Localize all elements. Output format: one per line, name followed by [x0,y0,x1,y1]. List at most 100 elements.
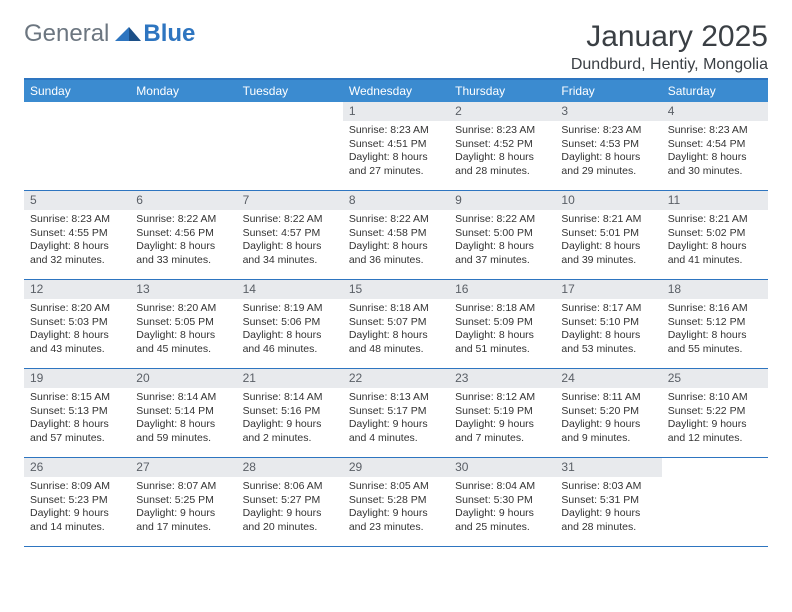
sunset-text: Sunset: 5:01 PM [561,227,655,240]
sunrise-text: Sunrise: 8:03 AM [561,480,655,493]
day-header: Tuesday [237,80,343,102]
daylight-text: and 28 minutes. [561,521,655,534]
sunrise-text: Sunrise: 8:14 AM [136,391,230,404]
week-row: 12Sunrise: 8:20 AMSunset: 5:03 PMDayligh… [24,280,768,369]
sunrise-text: Sunrise: 8:23 AM [455,124,549,137]
sunset-text: Sunset: 5:31 PM [561,494,655,507]
sunrise-text: Sunrise: 8:04 AM [455,480,549,493]
daylight-text: and 46 minutes. [243,343,337,356]
daylight-text: Daylight: 9 hours [668,418,762,431]
sunset-text: Sunset: 5:03 PM [30,316,124,329]
sunrise-text: Sunrise: 8:12 AM [455,391,549,404]
day-detail: Sunrise: 8:22 AMSunset: 4:57 PMDaylight:… [237,210,343,273]
daylight-text: and 33 minutes. [136,254,230,267]
day-detail: Sunrise: 8:06 AMSunset: 5:27 PMDaylight:… [237,477,343,540]
day-cell: 27Sunrise: 8:07 AMSunset: 5:25 PMDayligh… [130,458,236,546]
day-cell: 9Sunrise: 8:22 AMSunset: 5:00 PMDaylight… [449,191,555,279]
day-cell: 2Sunrise: 8:23 AMSunset: 4:52 PMDaylight… [449,102,555,190]
sunrise-text: Sunrise: 8:22 AM [349,213,443,226]
day-cell: 30 Sunrise: 8:04 AMSunset: 5:30 PMDayligh… [449,458,555,546]
day-number: 8 [343,191,449,210]
day-cell: 29Sunrise: 8:05 AMSunset: 5:28 PMDayligh… [343,458,449,546]
day-detail: Sunrise: 8:23 AMSunset: 4:52 PMDaylight:… [449,121,555,184]
daylight-text: and 53 minutes. [561,343,655,356]
daylight-text: Daylight: 8 hours [349,240,443,253]
sunrise-text: Sunrise: 8:21 AM [561,213,655,226]
week-row: 19Sunrise: 8:15 AMSunset: 5:13 PMDayligh… [24,369,768,458]
day-number: 30 [449,458,555,477]
daylight-text: Daylight: 8 hours [561,329,655,342]
daylight-text: Daylight: 8 hours [30,329,124,342]
day-detail: Sunrise: 8:23 AMSunset: 4:51 PMDaylight:… [343,121,449,184]
daylight-text: and 37 minutes. [455,254,549,267]
daylight-text: and 32 minutes. [30,254,124,267]
week-row: 5Sunrise: 8:23 AMSunset: 4:55 PMDaylight… [24,191,768,280]
day-detail: Sunrise: 8:16 AMSunset: 5:12 PMDaylight:… [662,299,768,362]
day-detail: Sunrise: 8:19 AMSunset: 5:06 PMDaylight:… [237,299,343,362]
day-cell: 24Sunrise: 8:11 AMSunset: 5:20 PMDayligh… [555,369,661,457]
day-cell: 6Sunrise: 8:22 AMSunset: 4:56 PMDaylight… [130,191,236,279]
day-detail: Sunrise: 8:05 AMSunset: 5:28 PMDaylight:… [343,477,449,540]
sunrise-text: Sunrise: 8:22 AM [136,213,230,226]
day-detail: Sunrise: 8:22 AMSunset: 4:58 PMDaylight:… [343,210,449,273]
sunrise-text: Sunrise: 8:18 AM [349,302,443,315]
day-number: 7 [237,191,343,210]
daylight-text: and 48 minutes. [349,343,443,356]
day-header: Monday [130,80,236,102]
day-cell: 4Sunrise: 8:23 AMSunset: 4:54 PMDaylight… [662,102,768,190]
sunset-text: Sunset: 4:55 PM [30,227,124,240]
sunrise-text: Sunrise: 8:23 AM [349,124,443,137]
sunset-text: Sunset: 5:23 PM [30,494,124,507]
day-number: 9 [449,191,555,210]
day-cell: 23Sunrise: 8:12 AMSunset: 5:19 PMDayligh… [449,369,555,457]
daylight-text: and 27 minutes. [349,165,443,178]
day-detail: Sunrise: 8:03 AMSunset: 5:31 PMDaylight:… [555,477,661,540]
day-number: 3 [555,102,661,121]
sunrise-text: Sunrise: 8:10 AM [668,391,762,404]
daylight-text: Daylight: 8 hours [668,151,762,164]
location-label: Dundburd, Hentiy, Mongolia [571,56,768,74]
day-number: 13 [130,280,236,299]
daylight-text: and 20 minutes. [243,521,337,534]
day-number: 21 [237,369,343,388]
day-detail: Sunrise: 8:17 AMSunset: 5:10 PMDaylight:… [555,299,661,362]
day-number [237,102,343,106]
day-detail: Sunrise: 8:23 AMSunset: 4:54 PMDaylight:… [662,121,768,184]
daylight-text: Daylight: 8 hours [136,240,230,253]
day-number: 18 [662,280,768,299]
day-cell: 3Sunrise: 8:23 AMSunset: 4:53 PMDaylight… [555,102,661,190]
daylight-text: Daylight: 8 hours [668,240,762,253]
title-block: January 2025 Dundburd, Hentiy, Mongolia [571,20,768,74]
daylight-text: Daylight: 8 hours [455,240,549,253]
week-row: 26Sunrise: 8:09 AMSunset: 5:23 PMDayligh… [24,458,768,547]
day-number: 11 [662,191,768,210]
sunrise-text: Sunrise: 8:07 AM [136,480,230,493]
daylight-text: Daylight: 9 hours [243,507,337,520]
day-number: 17 [555,280,661,299]
sunset-text: Sunset: 5:30 PM [455,494,549,507]
daylight-text: Daylight: 8 hours [349,151,443,164]
day-detail: Sunrise: 8:20 AMSunset: 5:05 PMDaylight:… [130,299,236,362]
weeks-container: 1Sunrise: 8:23 AMSunset: 4:51 PMDaylight… [24,102,768,547]
sunset-text: Sunset: 5:05 PM [136,316,230,329]
logo: General Blue [24,20,195,48]
sunrise-text: Sunrise: 8:06 AM [243,480,337,493]
daylight-text: and 28 minutes. [455,165,549,178]
day-cell: 8Sunrise: 8:22 AMSunset: 4:58 PMDaylight… [343,191,449,279]
day-header: Friday [555,80,661,102]
daylight-text: and 57 minutes. [30,432,124,445]
day-detail: Sunrise: 8:20 AMSunset: 5:03 PMDaylight:… [24,299,130,362]
day-detail: Sunrise: 8:18 AMSunset: 5:07 PMDaylight:… [343,299,449,362]
daylight-text: Daylight: 9 hours [455,507,549,520]
daylight-text: Daylight: 8 hours [455,329,549,342]
sunset-text: Sunset: 4:51 PM [349,138,443,151]
day-detail: Sunrise: 8:23 AMSunset: 4:53 PMDaylight:… [555,121,661,184]
day-detail: Sunrise: 8:15 AMSunset: 5:13 PMDaylight:… [24,388,130,451]
day-cell: 10Sunrise: 8:21 AMSunset: 5:01 PMDayligh… [555,191,661,279]
day-header: Thursday [449,80,555,102]
sunrise-text: Sunrise: 8:16 AM [668,302,762,315]
day-number: 12 [24,280,130,299]
header-row: General Blue January 2025 Dundburd, Hent… [24,20,768,74]
sunrise-text: Sunrise: 8:20 AM [30,302,124,315]
daylight-text: and 36 minutes. [349,254,443,267]
